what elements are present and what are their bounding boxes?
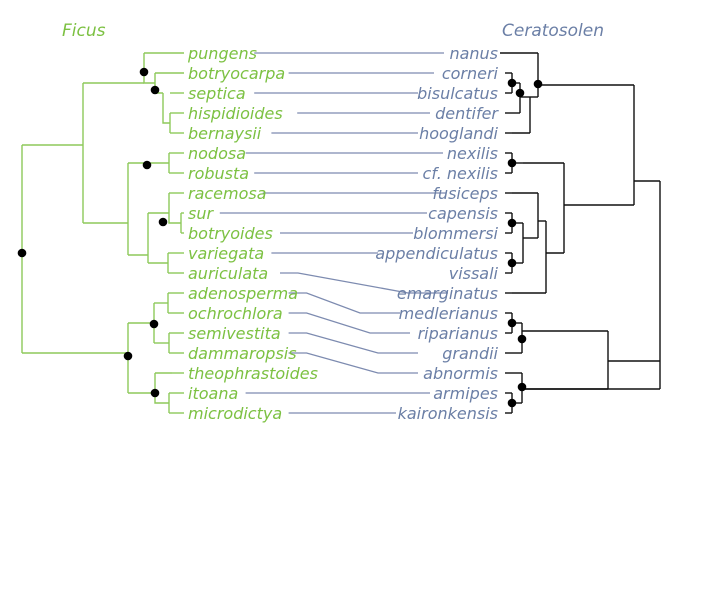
ficus-node xyxy=(150,85,160,95)
ficus-node xyxy=(139,67,149,77)
ficus-branch xyxy=(154,373,169,404)
ceratosolen-taxon-emarginatus: emarginatus xyxy=(397,284,498,303)
ceratosolen-tree xyxy=(500,52,661,414)
ficus-taxon-racemosa: racemosa xyxy=(188,184,267,203)
association-dammaropsis-abnormis xyxy=(288,352,418,374)
ceratosolen-node xyxy=(507,218,517,228)
ficus-node xyxy=(123,351,133,361)
association-lines xyxy=(219,52,448,414)
ceratosolen-node xyxy=(533,79,543,89)
ceratosolen-taxon-nanus: nanus xyxy=(449,44,498,63)
ceratosolen-taxon-blommersi: blommersi xyxy=(413,224,498,243)
ceratosolen-taxon-abnormis: abnormis xyxy=(423,364,498,383)
ficus-taxon-pungens: pungens xyxy=(187,44,257,63)
ceratosolen-title: Ceratosolen xyxy=(502,21,604,41)
association-adenosperma-medlerianus xyxy=(288,292,400,314)
ceratosolen-taxon-armipes: armipes xyxy=(433,384,498,403)
ficus-title: Ficus xyxy=(62,21,106,41)
ficus-tree xyxy=(21,52,184,414)
ceratosolen-node xyxy=(507,158,517,168)
ceratosolen-taxon-nexilis: nexilis xyxy=(447,144,498,163)
ceratosolen-taxon-corneri: corneri xyxy=(442,64,499,83)
ceratosolen-node xyxy=(507,318,517,328)
ceratosolen-labels: nanuscorneribisulcatusdentiferhooglandin… xyxy=(375,44,499,423)
ficus-branch xyxy=(162,93,170,124)
ceratosolen-taxon-cf-nexilis: cf. nexilis xyxy=(423,164,498,183)
ficus-taxon-microdictya: microdictya xyxy=(188,404,282,423)
ceratosolen-taxon-grandii: grandii xyxy=(442,344,498,363)
ficus-node xyxy=(158,217,168,227)
association-auriculata-emarginatus xyxy=(280,272,448,294)
ficus-taxon-bernaysii: bernaysii xyxy=(188,124,262,143)
ficus-taxon-dammaropsis: dammaropsis xyxy=(188,344,297,363)
ceratosolen-taxon-dentifer: dentifer xyxy=(435,104,499,123)
ficus-taxon-hispidioides: hispidioides xyxy=(188,104,283,123)
ceratosolen-taxon-kaironkensis: kaironkensis xyxy=(398,404,498,423)
ficus-taxon-septica: septica xyxy=(188,84,246,103)
ceratosolen-node xyxy=(517,382,527,392)
association-ochrochlora-riparianus xyxy=(288,312,410,334)
ficus-taxon-robusta: robusta xyxy=(188,164,249,183)
ficus-taxon-botryocarpa: botryocarpa xyxy=(188,64,285,83)
association-semivestita-grandii xyxy=(288,332,418,354)
ceratosolen-taxon-medlerianus: medlerianus xyxy=(399,304,498,323)
ficus-node xyxy=(142,160,152,170)
ficus-taxon-semivestita: semivestita xyxy=(188,324,281,343)
ficus-node xyxy=(150,388,160,398)
ceratosolen-taxon-capensis: capensis xyxy=(428,204,498,223)
ficus-taxon-botryoides: botryoides xyxy=(188,224,273,243)
ceratosolen-node xyxy=(515,88,525,98)
ficus-taxon-nodosa: nodosa xyxy=(188,144,246,163)
ficus-taxon-auriculata: auriculata xyxy=(188,264,268,283)
ceratosolen-taxon-appendiculatus: appendiculatus xyxy=(375,244,498,263)
tree-nodes xyxy=(17,67,543,408)
ceratosolen-taxon-bisulcatus: bisulcatus xyxy=(417,84,498,103)
ficus-taxon-theophrastoides: theophrastoides xyxy=(188,364,318,383)
ficus-taxon-variegata: variegata xyxy=(188,244,264,263)
ceratosolen-node xyxy=(507,258,517,268)
ceratosolen-taxon-fusiceps: fusiceps xyxy=(432,184,498,203)
ceratosolen-taxon-hooglandi: hooglandi xyxy=(419,124,498,143)
ceratosolen-taxon-riparianus: riparianus xyxy=(418,324,498,343)
ficus-taxon-adenosperma: adenosperma xyxy=(188,284,298,303)
ficus-node xyxy=(17,248,27,258)
ficus-labels: pungensbotryocarpasepticahispidioidesber… xyxy=(187,44,318,423)
ceratosolen-node xyxy=(507,78,517,88)
ceratosolen-taxon-vissali: vissali xyxy=(449,264,499,283)
ficus-taxon-sur: sur xyxy=(188,204,214,223)
ficus-branch xyxy=(168,193,181,224)
ficus-taxon-ochrochlora: ochrochlora xyxy=(188,304,283,323)
ceratosolen-node xyxy=(517,334,527,344)
ficus-branch xyxy=(143,53,155,84)
ceratosolen-node xyxy=(507,398,517,408)
ficus-node xyxy=(149,319,159,329)
ficus-taxon-itoana: itoana xyxy=(188,384,238,403)
